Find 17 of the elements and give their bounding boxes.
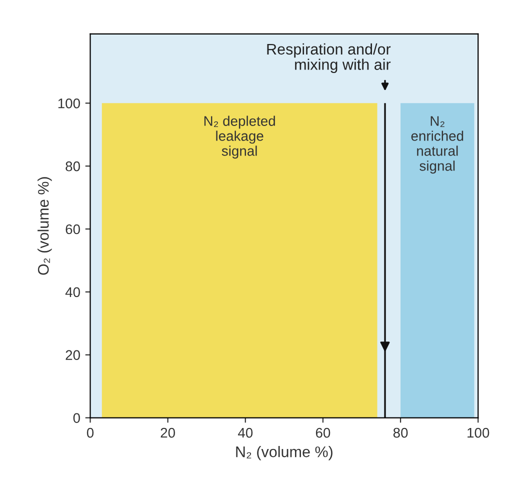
ref-line-label: Respiration and/or mixing with air: [267, 43, 391, 73]
y-tick-label: 20: [66, 350, 80, 360]
y-tick-label: 100: [58, 98, 80, 108]
y-axis-title: O₂ (volume %): [38, 177, 52, 275]
y-tick-label: 80: [66, 161, 80, 172]
x-tick-label: 20: [160, 428, 175, 438]
x-tick-label: 80: [393, 428, 408, 438]
x-tick-label: 100: [468, 428, 490, 438]
series-label: N₂ depleted leakage signal: [204, 116, 275, 159]
y-tick-label: 60: [66, 224, 80, 234]
series-label: N₂ enriched natural signal: [411, 116, 464, 174]
y-tick-label: 0: [73, 413, 80, 423]
x-tick-label: 0: [86, 428, 94, 438]
y-tick-label: 40: [65, 287, 80, 298]
x-tick-label: 40: [238, 428, 253, 438]
x-tick-label: 60: [316, 428, 330, 438]
x-axis-title: N₂ (volume %): [236, 446, 332, 460]
